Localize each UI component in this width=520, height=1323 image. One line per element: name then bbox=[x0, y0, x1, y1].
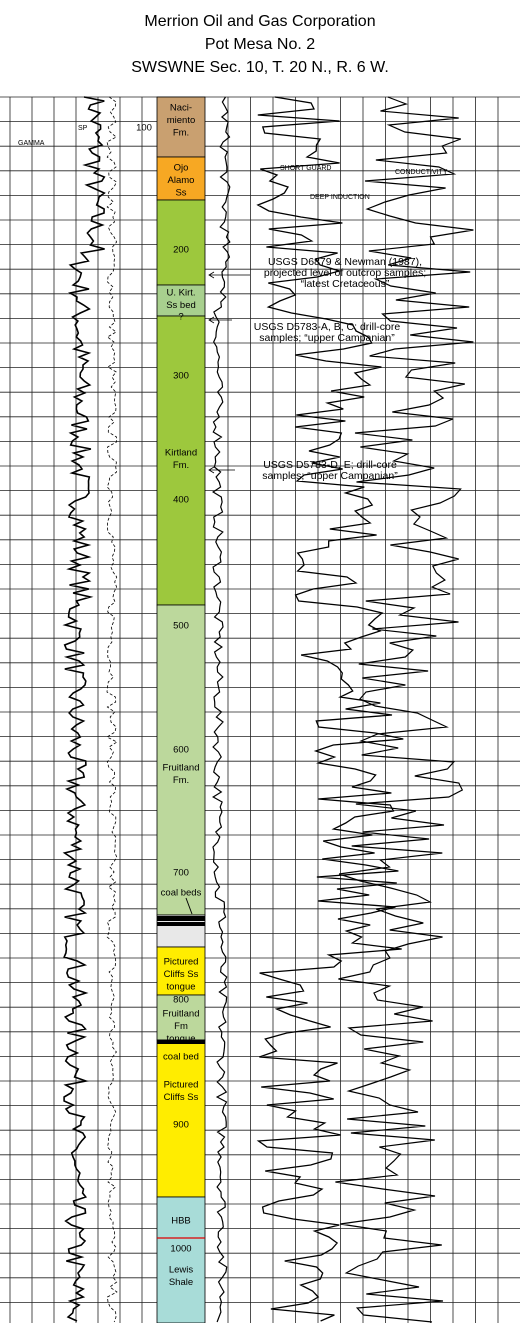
unit-label: Fruitland bbox=[163, 763, 200, 774]
depth-label: 800 bbox=[173, 995, 189, 1006]
unit-label: coal beds bbox=[161, 888, 202, 899]
unit-label: coal bed bbox=[163, 1052, 199, 1063]
unit-label: Fm. bbox=[173, 460, 189, 471]
log-curve bbox=[106, 96, 118, 1323]
unit-label: Fm. bbox=[173, 128, 189, 139]
unit-label: Kirtland bbox=[165, 448, 197, 459]
curve-label: DEEP INDUCTION bbox=[310, 194, 370, 201]
unit-label: Fruitland bbox=[163, 1009, 200, 1020]
unit bbox=[156, 604, 206, 916]
unit bbox=[156, 156, 206, 201]
annotation: USGS D5783-D, E; drill-core bbox=[263, 459, 397, 471]
unit-label: U. Kirt. bbox=[166, 288, 195, 299]
unit-label: Cliffs Ss bbox=[164, 969, 199, 980]
annotation: projected level of outcrop samples; bbox=[264, 267, 426, 279]
annotation: “latest Cretaceous” bbox=[301, 278, 390, 290]
depth-label: 300 bbox=[173, 371, 189, 382]
arrow bbox=[208, 466, 235, 474]
unit-label: tongue bbox=[166, 1034, 195, 1045]
depth-label: 1000 bbox=[170, 1244, 191, 1255]
depth-label: 500 bbox=[173, 621, 189, 632]
unit bbox=[156, 315, 206, 606]
log-curve bbox=[335, 96, 474, 1323]
unit bbox=[156, 994, 206, 1041]
curve-label: CONDUCTIVITY bbox=[395, 169, 448, 176]
unit-label: Shale bbox=[169, 1277, 193, 1288]
unit bbox=[156, 1196, 206, 1323]
arrow bbox=[208, 271, 250, 279]
coal-bed bbox=[157, 1040, 205, 1044]
unit-label: Ss bbox=[175, 188, 186, 199]
title-line: Merrion Oil and Gas Corporation bbox=[144, 13, 375, 30]
unit bbox=[156, 1039, 206, 1198]
unit-label: Alamo bbox=[168, 175, 195, 186]
unit-label: Pictured bbox=[164, 957, 199, 968]
curve-label: SHORT GUARD bbox=[280, 165, 331, 172]
log-curve bbox=[256, 96, 404, 1322]
unit bbox=[156, 284, 206, 317]
title-line: Pot Mesa No. 2 bbox=[205, 36, 315, 53]
log-curve bbox=[211, 96, 231, 1323]
unit-label: Ss bed bbox=[166, 300, 196, 311]
annotation: samples; “upper Campanian” bbox=[262, 470, 398, 482]
depth-label: 900 bbox=[173, 1120, 189, 1131]
unit-label: miento bbox=[167, 115, 196, 126]
unit-label: Ojo bbox=[174, 163, 189, 174]
curve-label: GAMMA bbox=[18, 140, 45, 147]
coal-bed bbox=[157, 922, 205, 926]
annotation: USGS D6879 & Newman (1987), bbox=[268, 256, 422, 268]
annotation: samples; “upper Campanian” bbox=[259, 332, 395, 344]
unit bbox=[156, 199, 206, 286]
depth-label: 100 bbox=[136, 123, 152, 134]
depth-label: 400 bbox=[173, 495, 189, 506]
coal-bed bbox=[157, 916, 205, 921]
unit-label: tongue bbox=[166, 982, 195, 993]
leader bbox=[185, 897, 193, 915]
arrow bbox=[208, 316, 232, 324]
depth-label: 200 bbox=[173, 245, 189, 256]
annotation: USGS D5783-A, B, C; drill-core bbox=[254, 321, 401, 333]
depth-label: 700 bbox=[173, 868, 189, 879]
log-curve bbox=[62, 96, 106, 1322]
unit-label: Fm bbox=[174, 1021, 188, 1032]
unit-label: Lewis bbox=[169, 1265, 194, 1276]
unit-label: HBB bbox=[171, 1216, 191, 1227]
title-line: SWSWNE Sec. 10, T. 20 N., R. 6 W. bbox=[131, 59, 389, 76]
depth-label: 600 bbox=[173, 745, 189, 756]
unit-label: ? bbox=[178, 312, 183, 323]
unit-label: Naci- bbox=[170, 103, 192, 114]
unit-label: Pictured bbox=[164, 1080, 199, 1091]
curve-label: SP bbox=[78, 125, 88, 132]
unit bbox=[156, 96, 206, 158]
unit-label: Cliffs Ss bbox=[164, 1092, 199, 1103]
unit-label: Fm. bbox=[173, 775, 189, 786]
